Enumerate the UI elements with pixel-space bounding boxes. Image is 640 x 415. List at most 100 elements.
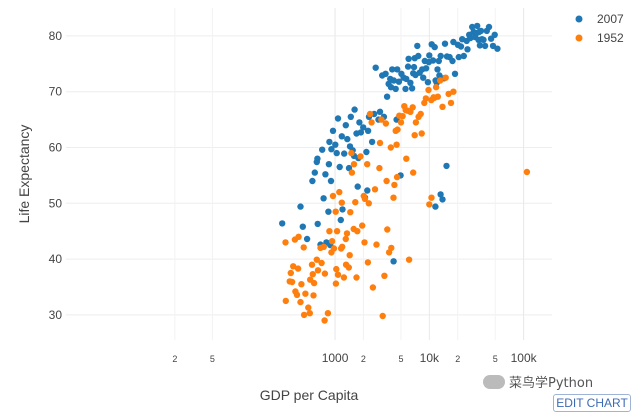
data-point-1952	[361, 195, 369, 202]
data-point-1952	[388, 244, 395, 252]
data-point-1952	[321, 317, 328, 324]
data-point-1952	[418, 130, 425, 137]
data-point-2007	[320, 195, 327, 202]
data-point-2007	[408, 85, 416, 92]
data-point-1952	[364, 259, 372, 266]
data-point-2007	[390, 258, 397, 265]
grid	[66, 8, 552, 340]
data-point-2007	[376, 108, 384, 116]
data-point-1952	[412, 119, 420, 126]
data-point-2007	[327, 177, 335, 185]
data-point-1952	[409, 104, 416, 111]
data-point-1952	[352, 199, 359, 206]
data-point-2007	[403, 75, 410, 83]
data-point-2007	[360, 124, 367, 131]
data-point-1952	[434, 93, 441, 100]
data-point-1952	[330, 245, 338, 252]
data-point-1952	[387, 144, 394, 151]
data-point-1952	[306, 310, 313, 317]
data-point-2007	[494, 45, 501, 52]
watermark: 菜鸟学Python	[483, 372, 593, 391]
data-point-2007	[485, 23, 493, 31]
data-point-1952	[353, 274, 360, 281]
x-tick-label: 5	[493, 354, 498, 364]
data-point-1952	[394, 126, 401, 133]
data-point-2007	[342, 122, 349, 129]
data-point-1952	[345, 264, 352, 271]
data-point-1952	[378, 116, 385, 123]
data-point-2007	[457, 43, 465, 50]
data-point-2007	[325, 208, 332, 215]
data-point-2007	[392, 85, 399, 93]
data-point-1952	[334, 271, 342, 278]
data-point-2007	[469, 23, 476, 31]
data-point-1952	[422, 95, 430, 102]
data-point-2007	[460, 52, 467, 60]
data-point-1952	[333, 265, 340, 273]
data-point-1952	[329, 192, 337, 200]
data-point-1952	[376, 164, 383, 172]
data-point-1952	[357, 153, 364, 160]
data-point-1952	[290, 263, 297, 270]
data-point-1952	[384, 226, 391, 233]
data-point-2007	[337, 216, 344, 224]
data-point-1952	[305, 304, 312, 311]
data-point-1952	[328, 238, 336, 245]
data-point-2007	[477, 27, 485, 35]
data-point-2007	[319, 146, 326, 153]
data-point-2007	[443, 162, 450, 170]
data-point-2007	[354, 183, 361, 190]
data-point-1952	[318, 259, 325, 267]
data-point-1952	[382, 120, 390, 127]
data-point-2007	[363, 148, 370, 156]
data-point-1952	[364, 161, 371, 168]
data-point-1952	[336, 188, 343, 196]
data-point-1952	[379, 312, 386, 320]
data-point-1952	[288, 278, 296, 286]
data-point-2007	[474, 22, 481, 30]
x-tick-label: 2	[172, 354, 177, 364]
data-point-2007	[333, 149, 340, 157]
data-point-2007	[382, 70, 389, 78]
data-point-1952	[411, 132, 418, 139]
data-point-2007	[339, 206, 346, 213]
legend-label: 2007	[597, 12, 624, 26]
data-point-1952	[287, 269, 294, 277]
data-point-1952	[373, 241, 380, 248]
data-point-1952	[368, 119, 375, 126]
legend-marker	[575, 15, 583, 23]
data-point-2007	[476, 42, 484, 49]
data-point-2007	[351, 106, 358, 113]
data-point-1952	[393, 173, 401, 181]
data-point-2007	[332, 141, 339, 148]
data-point-1952	[371, 186, 379, 193]
data-point-2007	[429, 57, 437, 64]
data-point-2007	[394, 66, 401, 73]
edit-chart-button[interactable]: EDIT CHART	[553, 394, 631, 412]
series-1952	[282, 74, 531, 324]
data-point-1952	[366, 110, 374, 118]
data-point-1952	[369, 284, 377, 291]
data-point-1952	[381, 272, 388, 279]
data-point-1952	[343, 230, 351, 237]
data-point-2007	[347, 113, 354, 121]
data-point-1952	[523, 168, 531, 176]
data-point-1952	[298, 281, 305, 288]
data-point-2007	[426, 52, 433, 59]
data-point-2007	[303, 235, 311, 243]
data-point-1952	[342, 235, 349, 243]
x-tick-label: 5	[398, 354, 403, 364]
data-point-2007	[336, 163, 343, 171]
data-point-1952	[361, 239, 368, 246]
data-point-2007	[434, 66, 441, 73]
data-point-2007	[405, 55, 412, 62]
data-point-2007	[383, 93, 391, 100]
data-point-2007	[437, 191, 444, 198]
data-point-1952	[450, 88, 457, 95]
data-point-1952	[437, 77, 444, 84]
data-point-1952	[282, 239, 289, 246]
data-point-1952	[397, 119, 405, 126]
data-point-2007	[309, 177, 316, 185]
